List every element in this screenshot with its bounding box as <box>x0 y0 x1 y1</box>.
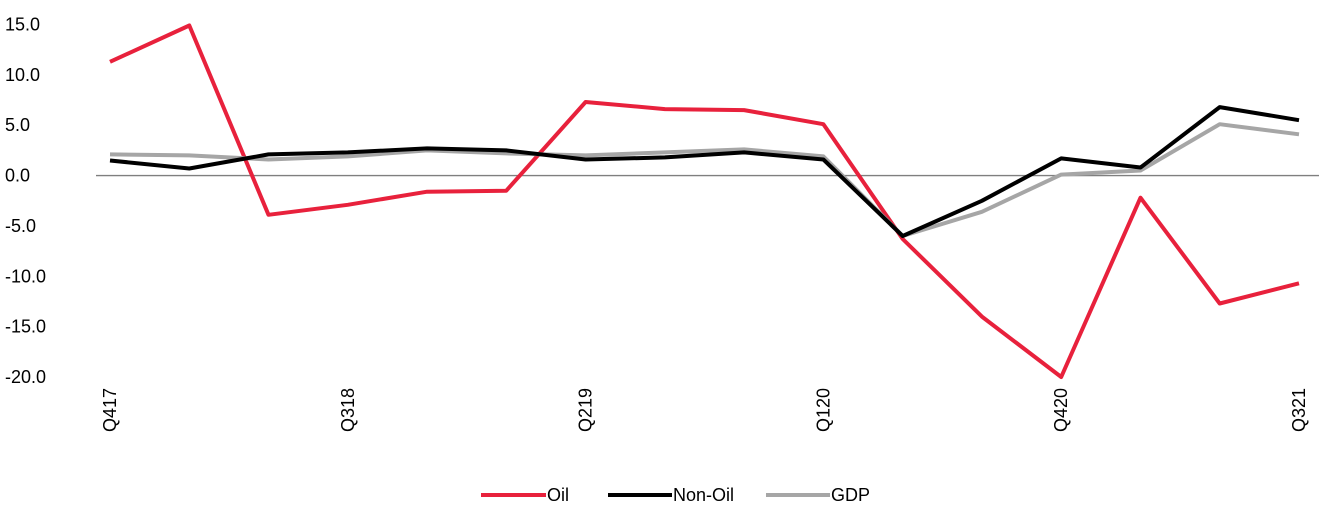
x-tick-label: Q219 <box>576 388 596 432</box>
x-axis-labels: Q417 Q318 Q219 Q120 Q420 Q321 <box>100 388 1309 432</box>
legend: Oil Non-Oil GDP <box>481 485 870 505</box>
y-axis-labels: 15.0 10.0 5.0 0.0 -5.0 -10.0 -15.0 -20.0 <box>5 15 46 388</box>
y-tick-label: -15.0 <box>5 317 46 337</box>
y-tick-label: 0.0 <box>5 166 30 186</box>
x-tick-label: Q321 <box>1289 388 1309 432</box>
x-tick-label: Q120 <box>813 388 833 432</box>
series-line-gdp <box>109 122 1300 238</box>
y-tick-label: -10.0 <box>5 266 46 286</box>
legend-label-gdp: GDP <box>831 485 870 505</box>
legend-label-non-oil: Non-Oil <box>673 485 734 505</box>
x-tick-label: Q417 <box>100 388 120 432</box>
x-tick-label: Q420 <box>1051 388 1071 432</box>
legend-label-oil: Oil <box>547 485 569 505</box>
y-tick-label: 5.0 <box>5 115 30 135</box>
y-tick-label: 10.0 <box>5 65 40 85</box>
series-lines <box>109 23 1300 379</box>
series-line-non-oil <box>109 105 1300 238</box>
y-tick-label: 15.0 <box>5 15 40 35</box>
series-line-oil <box>109 23 1300 379</box>
y-tick-label: -5.0 <box>5 216 36 236</box>
x-tick-label: Q318 <box>338 388 358 432</box>
y-tick-label: -20.0 <box>5 367 46 387</box>
